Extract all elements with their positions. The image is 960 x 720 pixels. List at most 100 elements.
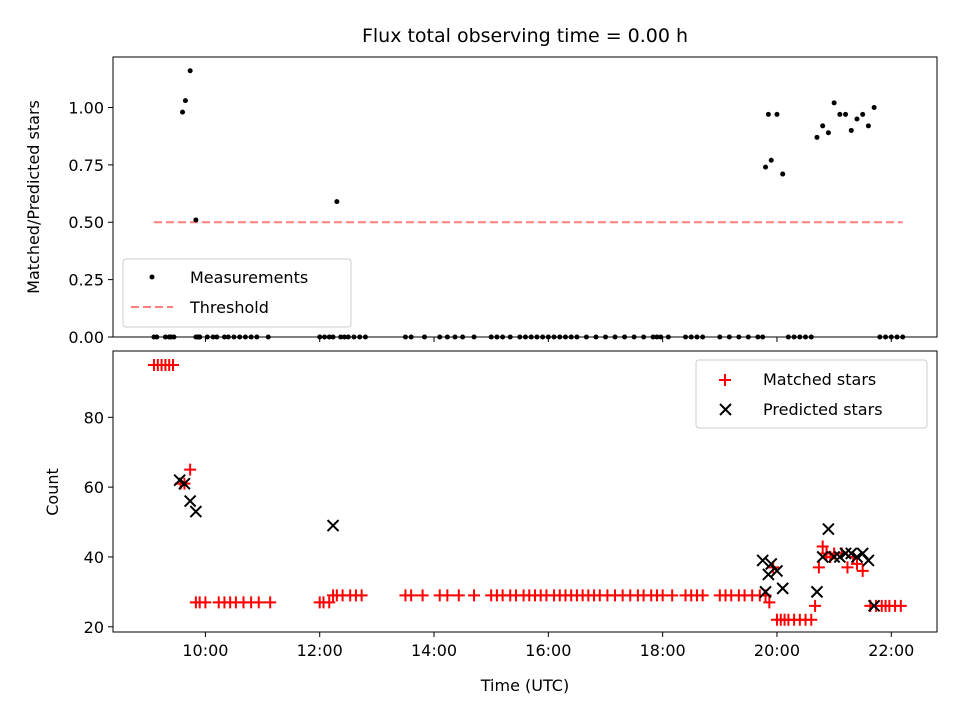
- measurement-point: [831, 100, 837, 106]
- top-plot-frame: [112, 56, 938, 338]
- bottom-plot-content: [147, 358, 907, 626]
- legend-matched-marker: [719, 374, 731, 386]
- predicted-star-point: [839, 547, 852, 560]
- predicted-star-point: [326, 519, 340, 532]
- bottom-y-tick-label: 40: [84, 548, 104, 567]
- top-y-axis: 0.00 0.25 0.50 0.75 1.00: [68, 98, 113, 347]
- legend-measurements-label: Measurements: [190, 268, 308, 287]
- predicted-star-point: [189, 505, 203, 518]
- matched-star-point: [199, 596, 212, 609]
- predicted-star-point: [822, 522, 835, 536]
- bottom-y-axis: 20 40 60 80: [84, 408, 113, 637]
- measurement-point: [871, 104, 877, 110]
- bottom-x-tick-label: 18:00: [640, 641, 686, 660]
- bottom-x-tick-label: 14:00: [411, 641, 457, 660]
- predicted-star-point: [810, 585, 824, 599]
- matched-star-point: [184, 463, 197, 476]
- predicted-star-point: [845, 547, 858, 560]
- bottom-y-axis-label: Count: [43, 468, 62, 516]
- top-y-tick-label: 0.75: [68, 156, 104, 175]
- top-legend: Measurements Threshold: [122, 258, 352, 328]
- top-x-axis: [204, 337, 892, 342]
- bottom-x-tick-label: 20:00: [754, 641, 800, 660]
- matched-star-point: [666, 589, 679, 602]
- legend-measurements-marker: [149, 274, 155, 280]
- top-y-axis-label: Matched/Predicted stars: [24, 100, 43, 294]
- bottom-x-tick-label: 16:00: [525, 641, 571, 660]
- bottom-y-tick-label: 20: [84, 618, 104, 637]
- measurement-point: [334, 199, 340, 205]
- top-y-tick-label: 0.50: [68, 213, 104, 232]
- bottom-x-axis: 10:00 12:00 14:00 16:00 18:00 20:00 22:00: [182, 632, 914, 660]
- matched-star-point: [816, 540, 829, 553]
- matched-star-point: [856, 564, 869, 577]
- bottom-legend-box: [695, 359, 928, 429]
- measurement-point: [768, 157, 774, 163]
- predicted-star-point: [756, 554, 769, 567]
- legend-matched-label: Matched stars: [763, 370, 876, 389]
- matched-star-point: [841, 561, 854, 574]
- measurement-point: [763, 164, 769, 170]
- matched-star-point: [696, 589, 709, 602]
- predicted-star-point: [850, 550, 864, 564]
- matched-star-point: [441, 589, 454, 602]
- measurement-point: [193, 217, 199, 223]
- predicted-star-point: [816, 550, 829, 564]
- predicted-star-point: [762, 568, 775, 581]
- matched-star-point: [452, 589, 465, 602]
- matched-star-point: [805, 613, 818, 626]
- bottom-x-tick-label: 10:00: [182, 641, 228, 660]
- bottom-legend: Matched stars Predicted stars: [695, 359, 928, 429]
- bottom-x-tick-label: 12:00: [297, 641, 343, 660]
- bottom-plot-frame: [112, 350, 938, 633]
- matched-star-point: [252, 596, 265, 609]
- top-plot-content: [151, 68, 906, 340]
- predicted-star-point: [770, 564, 784, 578]
- matched-star-point: [167, 358, 180, 371]
- measurement-point: [837, 111, 843, 117]
- matched-star-point: [850, 557, 863, 570]
- predicted-star-point: [833, 550, 847, 564]
- matched-star-point: [405, 589, 418, 602]
- predicted-star-point: [759, 585, 772, 599]
- measurement-point: [854, 116, 860, 122]
- measurement-point: [187, 68, 193, 74]
- matched-star-point: [355, 589, 368, 602]
- bottom-y-tick-label: 60: [84, 478, 104, 497]
- measurement-point: [825, 130, 831, 136]
- measurement-point: [774, 111, 780, 117]
- measurement-point: [843, 111, 849, 117]
- predicted-star-point: [827, 550, 841, 564]
- legend-predicted-marker: [719, 403, 732, 416]
- matched-star-point: [468, 589, 481, 602]
- matched-star-point: [894, 599, 907, 612]
- legend-threshold-label: Threshold: [189, 298, 269, 317]
- matched-star-point: [264, 596, 277, 609]
- matched-star-point: [763, 596, 776, 609]
- predicted-star-point: [183, 494, 197, 508]
- legend-predicted-label: Predicted stars: [763, 400, 883, 419]
- measurement-point: [848, 127, 854, 133]
- bottom-x-tick-label: 22:00: [868, 641, 914, 660]
- measurement-point: [865, 123, 871, 129]
- matched-star-point: [812, 561, 825, 574]
- top-y-tick-label: 1.00: [68, 98, 104, 117]
- measurement-point: [765, 111, 771, 117]
- predicted-star-point: [178, 477, 191, 490]
- top-y-tick-label: 0.00: [68, 328, 104, 347]
- measurement-point: [780, 171, 786, 177]
- measurement-point: [814, 134, 820, 140]
- top-legend-box: [122, 258, 352, 328]
- predicted-star-point: [776, 582, 789, 595]
- top-y-tick-label: 0.25: [68, 271, 104, 290]
- matched-star-point: [416, 589, 429, 602]
- measurement-point: [180, 109, 186, 115]
- matched-star-point: [809, 599, 822, 612]
- measurement-point: [182, 98, 188, 104]
- x-axis-label: Time (UTC): [480, 676, 569, 695]
- bottom-y-tick-label: 80: [84, 408, 104, 427]
- chart-title: Flux total observing time = 0.00 h: [362, 25, 688, 47]
- measurement-point: [820, 123, 826, 129]
- measurement-point: [860, 111, 866, 117]
